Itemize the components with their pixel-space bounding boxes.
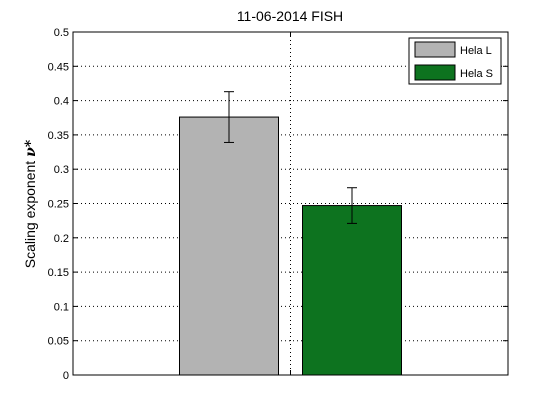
y-tick-label: 0.2 <box>54 233 69 245</box>
y-tick-label: 0.35 <box>48 130 69 142</box>
legend-swatch-hela-s <box>414 64 456 81</box>
bar-hela-l <box>179 116 279 376</box>
y-tick-label: 0 <box>63 370 69 382</box>
y-tick-label: 0.1 <box>54 301 69 313</box>
y-axis-label-text: Scaling exponent <box>22 161 38 269</box>
y-tick-label: 0.5 <box>54 27 69 39</box>
bar-hela-s <box>302 205 402 376</box>
legend-label-hela-l: Hela L <box>460 45 492 57</box>
chart-title: 11-06-2014 FISH <box>237 8 343 24</box>
y-axis-label: Scaling exponent ν* <box>22 139 39 268</box>
y-tick-label: 0.3 <box>54 164 69 176</box>
legend-label-hela-s: Hela S <box>460 68 493 80</box>
grid-lines <box>73 32 508 375</box>
y-axis-ticks: 0 0.05 0.1 0.15 0.2 0.25 0.3 0.35 0.4 0.45 0.5 <box>48 27 508 382</box>
bars <box>179 116 402 376</box>
error-bars <box>224 91 357 224</box>
y-tick-label: 0.05 <box>48 336 69 348</box>
legend: Hela L Hela S <box>408 37 502 85</box>
legend-swatch-hela-l <box>414 41 456 58</box>
y-axis-label-symbol: ν* <box>23 139 39 157</box>
y-tick-label: 0.45 <box>48 61 69 73</box>
y-tick-label: 0.15 <box>48 267 69 279</box>
y-tick-label: 0.25 <box>48 199 69 211</box>
y-tick-label: 0.4 <box>54 96 69 108</box>
